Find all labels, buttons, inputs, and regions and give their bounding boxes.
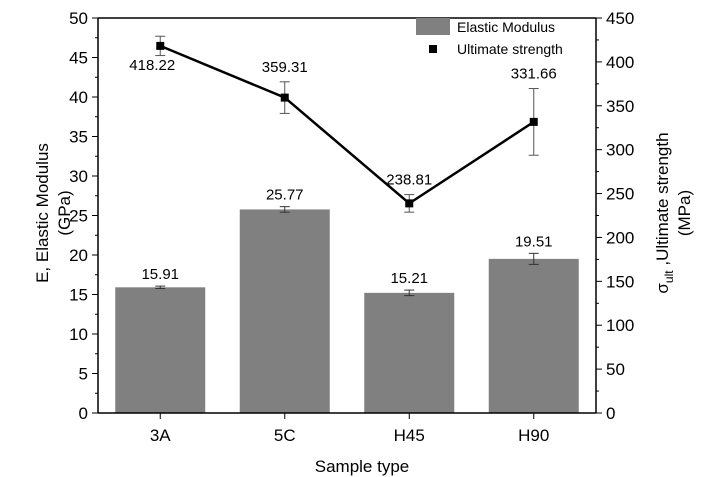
line-series-ultimate-strength bbox=[155, 35, 539, 213]
y-right-tick-label-150: 150 bbox=[606, 272, 634, 291]
line-point-5c bbox=[280, 93, 289, 102]
y-left-tick-label-30: 30 bbox=[69, 167, 88, 186]
axes bbox=[92, 17, 602, 419]
y-axis-left-title: E, Elastic Modulus (GPa) bbox=[33, 143, 74, 283]
y-left-tick-label-20: 20 bbox=[69, 246, 88, 265]
y-left-tick-label-15: 15 bbox=[69, 286, 88, 305]
y-right-tick-label-0: 0 bbox=[606, 404, 615, 423]
x-tick-label-h45: H45 bbox=[394, 426, 425, 445]
y-right-tick-label-300: 300 bbox=[606, 141, 634, 160]
legend: Elastic Modulus Ultimate strength bbox=[416, 18, 563, 57]
line-label-h45: 238.81 bbox=[386, 172, 432, 189]
y-right-tick-label-100: 100 bbox=[606, 316, 634, 335]
y-axis-left-title-line1: E, Elastic Modulus bbox=[33, 143, 52, 283]
y-left-tick-label-40: 40 bbox=[69, 88, 88, 107]
bar-label-3a: 15.91 bbox=[141, 266, 179, 283]
line-point-h90 bbox=[529, 117, 538, 126]
line-label-h90: 331.66 bbox=[511, 66, 557, 83]
bar-label-5c: 25.77 bbox=[266, 187, 304, 204]
line-point-h45 bbox=[405, 199, 414, 208]
bar-series-elastic-modulus bbox=[115, 209, 579, 413]
y-right-tick-label-250: 250 bbox=[606, 185, 634, 204]
bar-5c bbox=[239, 209, 330, 413]
bar-3a bbox=[115, 287, 206, 413]
y-left-tick-label-10: 10 bbox=[69, 325, 88, 344]
line-path-ultimate-strength bbox=[159, 44, 535, 205]
y-right-tick-label-350: 350 bbox=[606, 97, 634, 116]
bar-error-bars bbox=[155, 206, 539, 297]
y-right-tick-label-450: 450 bbox=[606, 9, 634, 28]
y-left-tick-label-50: 50 bbox=[69, 9, 88, 28]
x-tick-label-5c: 5C bbox=[274, 426, 296, 445]
y-right-tick-label-400: 400 bbox=[606, 53, 634, 72]
bar-h90 bbox=[488, 258, 579, 413]
bar-label-h45: 15.21 bbox=[390, 270, 428, 287]
legend-marker-ultimate-strength bbox=[429, 45, 437, 53]
legend-swatch-elastic-modulus bbox=[416, 18, 450, 35]
y-left-tick-label-45: 45 bbox=[69, 49, 88, 68]
bar-data-labels: 15.91 25.77 15.21 19.51 bbox=[141, 187, 552, 287]
x-tick-label-h90: H90 bbox=[518, 426, 549, 445]
y-left-tick-label-0: 0 bbox=[79, 404, 88, 423]
legend-label-ultimate-strength: Ultimate strength bbox=[457, 41, 563, 57]
line-data-labels: 418.22 359.31 238.81 331.66 bbox=[129, 57, 556, 189]
line-point-3a bbox=[156, 41, 165, 50]
y-axis-left-title-line2: (GPa) bbox=[55, 190, 74, 235]
y-axis-right-title-line1: σult ,Ultimate strength bbox=[653, 132, 676, 293]
bar-h45 bbox=[364, 292, 455, 413]
bar-label-h90: 19.51 bbox=[515, 233, 553, 250]
x-tick-label-3a: 3A bbox=[150, 426, 171, 445]
line-label-5c: 359.31 bbox=[262, 59, 308, 76]
y-right-tick-label-50: 50 bbox=[606, 360, 625, 379]
line-label-3a: 418.22 bbox=[129, 57, 175, 74]
x-axis-title: Sample type bbox=[315, 457, 410, 476]
y-right-tick-label-200: 200 bbox=[606, 228, 634, 247]
y-axis-right-title: σult ,Ultimate strength (MPa) bbox=[653, 132, 694, 293]
tick-labels: 0 5 10 15 20 25 30 35 40 45 50 0 50 100 150 200 250 300 35… bbox=[69, 9, 634, 445]
y-axis-right-title-line2: (MPa) bbox=[675, 190, 694, 236]
y-left-tick-label-5: 5 bbox=[79, 365, 88, 384]
legend-label-elastic-modulus: Elastic Modulus bbox=[457, 19, 555, 35]
y-left-tick-label-25: 25 bbox=[69, 207, 88, 226]
y-left-tick-label-35: 35 bbox=[69, 128, 88, 147]
